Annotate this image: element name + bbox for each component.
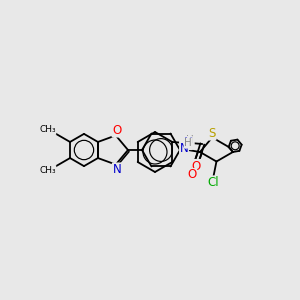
Text: S: S	[208, 127, 216, 140]
Text: CH₃: CH₃	[39, 125, 56, 134]
Text: CH₃: CH₃	[39, 166, 56, 175]
Text: O: O	[192, 160, 201, 172]
Text: O: O	[112, 124, 122, 137]
Text: H: H	[184, 138, 192, 148]
Text: N: N	[180, 142, 188, 154]
Text: H: H	[186, 135, 194, 145]
Text: N: N	[183, 136, 192, 149]
Text: Cl: Cl	[208, 176, 219, 189]
Text: N: N	[112, 163, 121, 176]
Text: O: O	[188, 169, 196, 182]
